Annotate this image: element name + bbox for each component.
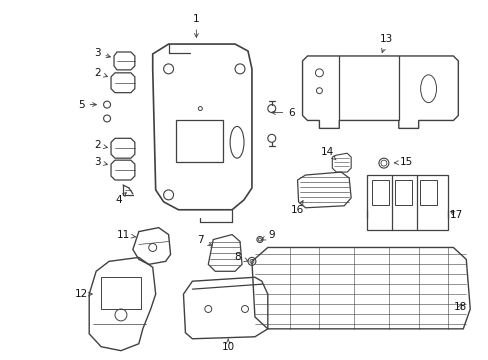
Bar [175, 121, 223, 162]
Text: 3: 3 [94, 48, 110, 58]
Text: 2: 2 [94, 140, 107, 150]
Text: 15: 15 [393, 157, 412, 167]
Text: 9: 9 [261, 230, 275, 240]
Text: 6: 6 [271, 108, 294, 117]
Bar [394, 180, 411, 205]
Text: 17: 17 [449, 210, 462, 220]
Text: 8: 8 [234, 252, 247, 262]
Text: 3: 3 [94, 157, 107, 167]
Text: 11: 11 [116, 230, 135, 239]
Text: 1: 1 [193, 14, 199, 37]
Bar [419, 180, 436, 205]
Bar [366, 175, 447, 230]
Text: 13: 13 [380, 34, 393, 53]
Text: 14: 14 [320, 147, 335, 160]
Bar [101, 277, 141, 309]
Bar [371, 180, 388, 205]
Text: 12: 12 [75, 289, 92, 299]
Text: 16: 16 [290, 201, 304, 215]
Text: 7: 7 [197, 234, 211, 246]
Text: 2: 2 [94, 68, 107, 78]
Text: 5: 5 [78, 100, 96, 109]
Text: 10: 10 [221, 339, 234, 352]
Text: 18: 18 [453, 302, 466, 312]
Text: 4: 4 [116, 193, 126, 205]
